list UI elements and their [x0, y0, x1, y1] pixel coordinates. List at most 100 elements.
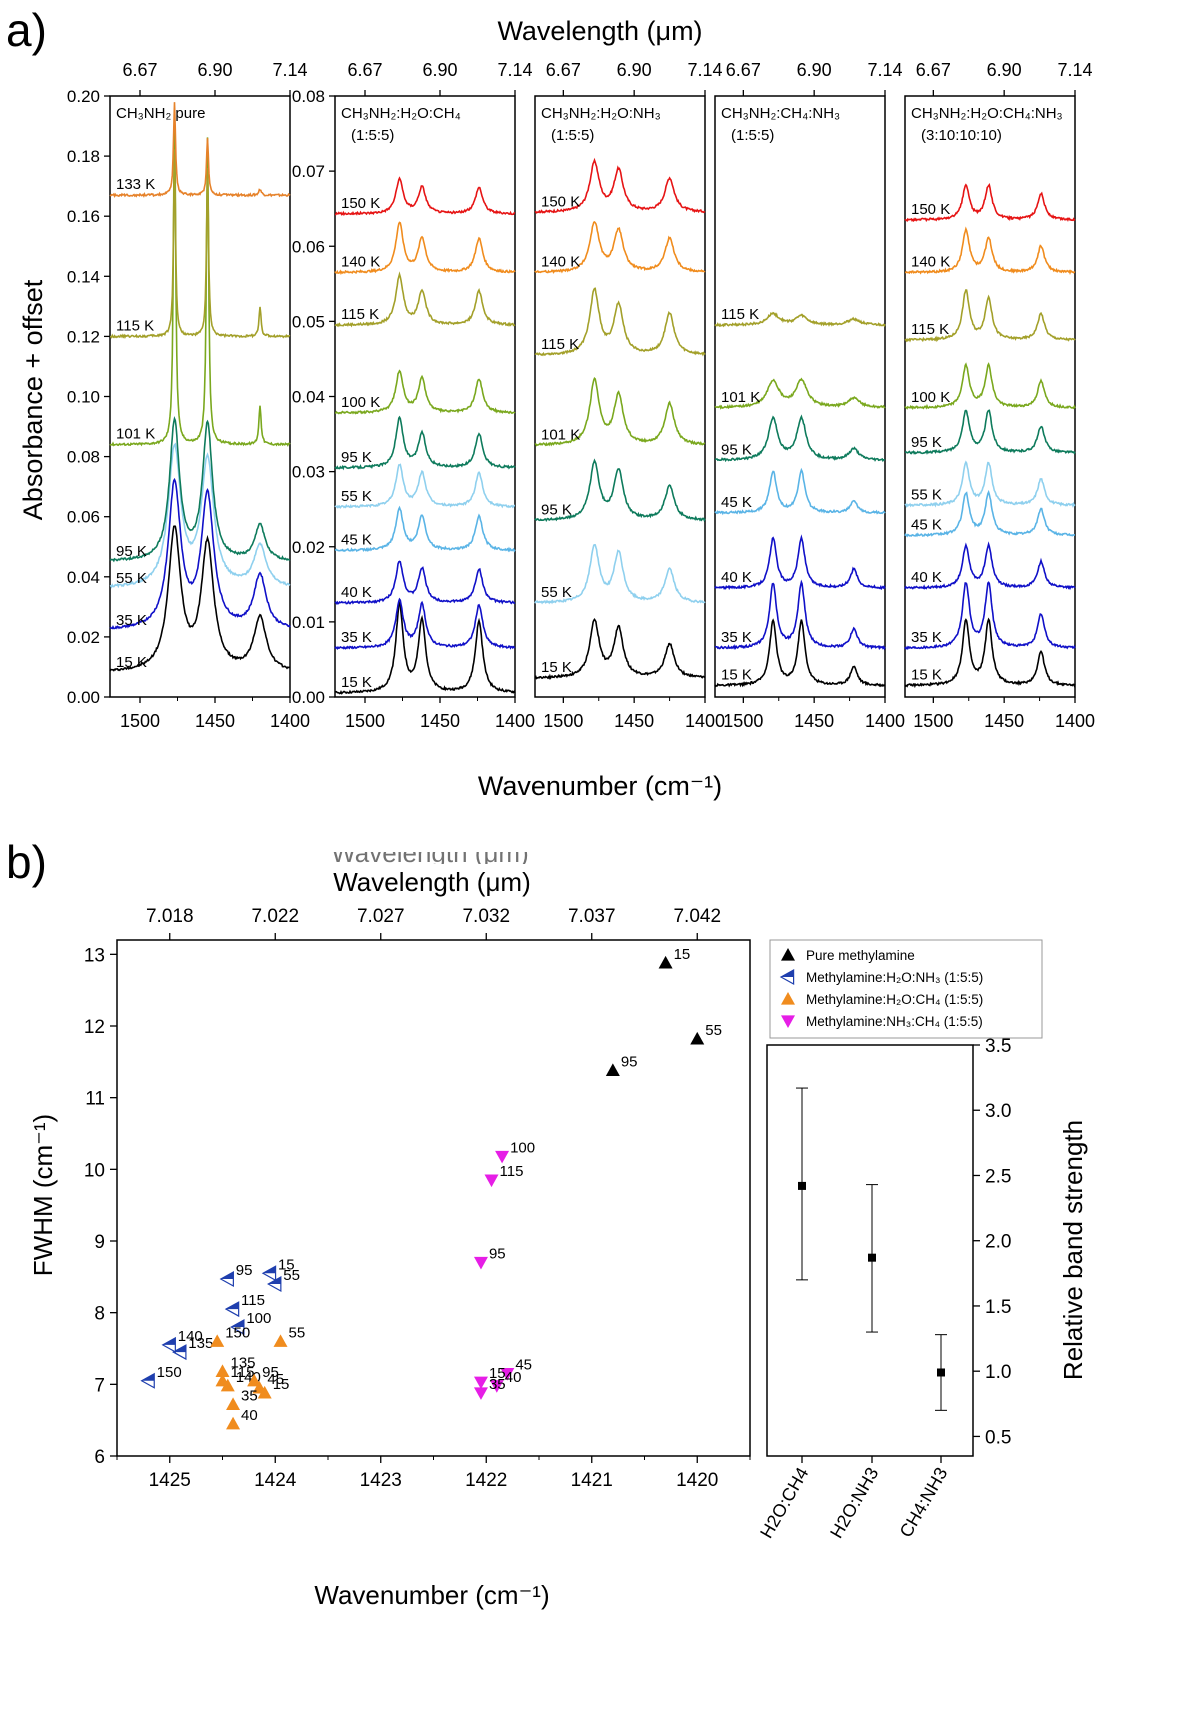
y-tick-label: 0.02 — [67, 628, 100, 647]
spectra-title: CH₃NH₂:H₂O:CH₄:NH₃ — [911, 105, 1063, 122]
temperature-label: 150 K — [341, 195, 380, 212]
x2-tick-label: 7.032 — [462, 906, 510, 927]
y-tick-label: 1.0 — [985, 1362, 1011, 1383]
spectrum-line — [335, 369, 516, 415]
temperature-label: 40 K — [721, 569, 752, 586]
point-label: 100 — [246, 1310, 271, 1327]
data-point-fill — [781, 970, 794, 977]
spectrum-line — [905, 226, 1076, 275]
spectrum-line — [335, 505, 516, 553]
spectrum-line — [534, 618, 706, 680]
spectra-subtitle: (1:5:5) — [731, 127, 774, 144]
data-point-fill — [262, 1266, 276, 1274]
point-label: 35 — [489, 1376, 506, 1393]
data-point-fill — [220, 1271, 234, 1279]
temperature-label: 140 K — [911, 254, 950, 271]
temperature-label: 15 K — [721, 667, 752, 684]
spectrum-line — [714, 618, 886, 688]
point-label: 15 — [489, 1365, 506, 1382]
data-point — [781, 1015, 795, 1028]
x2-tick-label: 6.67 — [122, 60, 157, 80]
panel-b-top-axis-title: Wavelength (μm) — [333, 867, 531, 897]
spectrum-line — [904, 182, 1076, 223]
temperature-label: 40 K — [911, 569, 942, 586]
point-label: 55 — [289, 1324, 306, 1341]
point-label: 150 — [225, 1324, 250, 1341]
category-label: H2O:NH3 — [826, 1464, 882, 1542]
y-tick-label: 6 — [94, 1447, 105, 1468]
x-tick-label: 1450 — [195, 711, 235, 731]
spectra-panel-2: 1500 1450 1400 6.67 6.90 7.14 0.00 0.01 0.02 0.03… — [292, 60, 535, 731]
point-label: 140 — [178, 1328, 203, 1345]
data-point — [690, 1031, 705, 1045]
spectra-title: CH₃NH₂ pure — [116, 105, 205, 122]
temperature-label: 101 K — [721, 389, 760, 406]
y-tick-label: 0.08 — [292, 87, 325, 106]
x2-tick-label: 6.67 — [916, 60, 951, 80]
spectrum-line — [334, 415, 516, 471]
spectrum-line — [904, 581, 1076, 651]
point-label: 55 — [283, 1267, 300, 1284]
spectrum-line — [109, 149, 291, 339]
temperature-label: 15 K — [541, 659, 572, 676]
spectra-panel-3: 1500 1450 1400 6.67 6.90 7.14 CH₃NH₂:H₂O:NH₃ (1… — [534, 60, 725, 731]
x2-tick-label: 7.14 — [272, 60, 307, 80]
x-tick-label: 1400 — [1055, 711, 1095, 731]
category-label: CH4:NH3 — [896, 1464, 952, 1541]
data-point-fill — [231, 1320, 244, 1327]
spectrum-line — [109, 525, 291, 672]
x-tick-label: 1500 — [543, 711, 583, 731]
point-label: 115 — [241, 1292, 265, 1309]
x2-tick-label: 7.14 — [497, 60, 532, 80]
x2-tick-label: 7.027 — [357, 906, 405, 927]
x2-tick-label: 7.14 — [1057, 60, 1092, 80]
panel-b-right-axis-title: Relative band strength — [1058, 1120, 1088, 1380]
x2-tick-label: 7.018 — [146, 906, 194, 927]
y-tick-label: 0.20 — [67, 87, 100, 106]
spectrum-line — [334, 600, 516, 695]
spectra-title: CH₃NH₂:H₂O:NH₃ — [541, 105, 661, 122]
temperature-label: 115 K — [116, 317, 154, 334]
data-point — [473, 1256, 488, 1270]
data-point — [226, 1397, 241, 1410]
scatter-frame — [116, 939, 751, 1457]
point-label: 135 — [231, 1354, 256, 1371]
temperature-label: 101 K — [116, 426, 155, 443]
temperature-label: 133 K — [116, 176, 155, 193]
temperature-label: 115 K — [341, 306, 379, 323]
temperature-label: 115 K — [911, 321, 949, 338]
point-label: 95 — [621, 1053, 638, 1070]
spectrum-line — [534, 543, 706, 605]
y-tick-label: 0.00 — [292, 688, 325, 707]
point-label: 15 — [273, 1376, 290, 1393]
temperature-label: 45 K — [911, 516, 942, 533]
x-tick-label: 1500 — [723, 711, 763, 731]
temperature-label: 95 K — [341, 449, 372, 466]
band-strength-point — [868, 1253, 876, 1262]
plot-frame — [714, 95, 886, 698]
temperature-label: 45 K — [721, 494, 752, 511]
data-point-fill — [226, 1302, 239, 1310]
temperature-label: 140 K — [341, 254, 380, 271]
spectrum-line — [334, 560, 516, 605]
data-point — [210, 1334, 225, 1347]
y-tick-label: 0.04 — [67, 568, 100, 587]
data-point — [495, 1150, 510, 1164]
spectrum-line — [904, 541, 1076, 591]
data-point — [500, 1367, 515, 1381]
spectra-panel-5: 1500 1450 1400 6.67 6.90 7.14 CH₃NH₂:H₂O:CH₄:N… — [904, 60, 1095, 731]
y-tick-label: 2.5 — [985, 1166, 1011, 1187]
x-tick-label: 1500 — [913, 711, 953, 731]
temperature-label: 115 K — [541, 336, 579, 353]
data-point — [226, 1416, 241, 1430]
panel-b-legend: Pure methylamine Methylamine:H₂O:NH₃ (1:5… — [769, 939, 1043, 1039]
spectrum-line — [109, 477, 291, 630]
temperature-label: 95 K — [911, 434, 942, 451]
spectrum-line — [904, 362, 1076, 411]
x-tick-label: 1425 — [149, 1470, 191, 1491]
point-label: 115 — [231, 1364, 255, 1381]
y-tick-label: 1.5 — [985, 1297, 1011, 1318]
temperature-label: 150 K — [911, 201, 950, 218]
panel-a-y-axis-title: Absorbance + offset — [18, 279, 48, 520]
